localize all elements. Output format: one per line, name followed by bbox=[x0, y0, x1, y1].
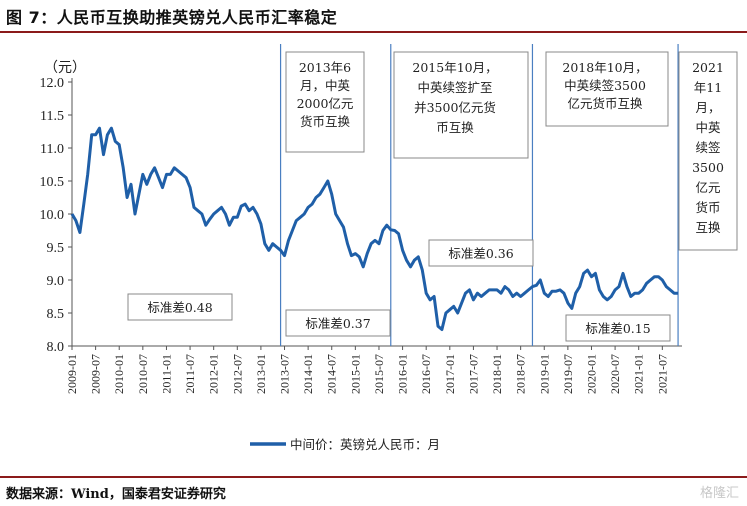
std-frame bbox=[565, 314, 671, 342]
std-text: 标准差0.37 bbox=[305, 316, 370, 331]
x-tick-label: 2014-01 bbox=[301, 354, 315, 394]
annotation-box: 2021 年11 月， 中英续签 3500 亿元货币互换 bbox=[678, 51, 738, 251]
x-tick-label: 2011-07 bbox=[183, 354, 197, 394]
std-frame bbox=[428, 239, 534, 267]
annotation-text: 互换 bbox=[695, 220, 721, 235]
annotation-text: 货币互换 bbox=[300, 114, 351, 129]
annotation-text: 2018年10月， bbox=[562, 60, 647, 75]
y-tick-label: 8.5 bbox=[47, 307, 65, 322]
annotation-text: 中英续签3500 bbox=[564, 78, 646, 93]
x-tick-label: 2011-01 bbox=[159, 354, 173, 394]
x-tick-label: 2009-07 bbox=[89, 354, 103, 394]
annotation-text: 3500 bbox=[692, 160, 724, 175]
source-note: 数据来源：Wind，国泰君安证券研究 bbox=[6, 487, 226, 502]
std-frame bbox=[127, 293, 233, 321]
y-tick-label: 11.5 bbox=[40, 109, 64, 124]
annotation-text: 月， bbox=[695, 100, 720, 115]
annotation-box: 2018年10月， 中英续签3500 亿元货币互换 bbox=[545, 51, 669, 127]
x-tick-label: 2012-01 bbox=[207, 354, 221, 394]
std-label: 标准差0.36 bbox=[428, 239, 534, 267]
x-tick-label: 2017-07 bbox=[466, 354, 480, 394]
y-tick-label: 10.0 bbox=[40, 208, 65, 223]
y-tick-label: 10.5 bbox=[40, 175, 65, 190]
annotation-text: 并3500亿元货 bbox=[414, 100, 496, 115]
x-tick-label: 2021-01 bbox=[632, 354, 646, 394]
x-tick-label: 2015-01 bbox=[348, 354, 362, 394]
annotation-text: 2015年10月， bbox=[412, 60, 497, 75]
std-label: 标准差0.48 bbox=[127, 293, 233, 321]
annotation-text: 续签 bbox=[695, 140, 721, 155]
legend: 中间价：英镑兑人民币：月 bbox=[250, 437, 440, 452]
x-tick-label: 2013-01 bbox=[254, 354, 268, 394]
annotation-text: 2021 bbox=[692, 60, 724, 75]
figure-title: 图 7：人民币互换助推英镑兑人民币汇率稳定 bbox=[6, 8, 338, 27]
std-text: 标准差0.36 bbox=[448, 246, 513, 261]
y-tick-label: 8.0 bbox=[47, 340, 65, 355]
y-tick-label: 12.0 bbox=[40, 76, 65, 91]
x-tick-label: 2019-07 bbox=[561, 354, 575, 394]
x-tick-label: 2016-01 bbox=[396, 354, 410, 394]
series-layer bbox=[70, 126, 679, 331]
std-text: 标准差0.48 bbox=[147, 300, 212, 315]
annotation-frame bbox=[285, 51, 365, 153]
x-tick-label: 2014-07 bbox=[325, 354, 339, 394]
x-tick-label: 2010-07 bbox=[136, 354, 150, 394]
x-tick-label: 2018-01 bbox=[490, 354, 504, 394]
annotation-text: 中英续签扩至 bbox=[417, 80, 492, 95]
annotation-frame bbox=[545, 51, 669, 127]
annotation-text: 年11 bbox=[694, 80, 722, 95]
annotation-frame bbox=[393, 51, 529, 159]
annotation-text: 亿元货币互换 bbox=[567, 96, 643, 111]
title-rule bbox=[0, 31, 747, 33]
std-frame bbox=[285, 309, 391, 337]
annotation-text: 2000亿元 bbox=[297, 96, 354, 111]
annotation-text: 币互换 bbox=[436, 120, 474, 135]
annotation-text: 中英 bbox=[695, 120, 721, 135]
chart: （元）12.011.511.010.510.09.59.08.58.02009-… bbox=[40, 44, 738, 452]
annotation-layer: 2013年6月，中英2000亿元货币互换2015年10月，中英续签扩至并3500… bbox=[127, 51, 738, 342]
x-tick-label: 2012-07 bbox=[230, 354, 244, 394]
x-tick-label: 2009-01 bbox=[65, 354, 79, 394]
std-label: 标准差0.37 bbox=[285, 309, 391, 337]
annotation-text: 月，中英 bbox=[300, 78, 351, 93]
y-tick-label: 9.0 bbox=[47, 274, 65, 289]
x-tick-label: 2021-07 bbox=[655, 354, 669, 394]
y-tick-label: 11.0 bbox=[40, 142, 64, 157]
y-tick-label: 9.5 bbox=[47, 241, 65, 256]
std-text: 标准差0.15 bbox=[585, 321, 650, 336]
x-tick-label: 2010-01 bbox=[112, 354, 126, 394]
axes-layer: （元）12.011.511.010.510.09.59.08.58.02009-… bbox=[40, 60, 682, 394]
source-rule bbox=[0, 476, 747, 478]
legend-label: 中间价：英镑兑人民币：月 bbox=[290, 437, 440, 452]
x-tick-label: 2015-07 bbox=[372, 354, 386, 394]
annotation-text: 货币 bbox=[695, 200, 720, 215]
x-tick-label: 2019-01 bbox=[537, 354, 551, 394]
watermark: 格隆汇 bbox=[699, 486, 739, 501]
x-tick-label: 2018-07 bbox=[514, 354, 528, 394]
x-tick-label: 2020-07 bbox=[608, 354, 622, 394]
annotation-text: 2013年6 bbox=[299, 60, 351, 75]
series-line bbox=[70, 126, 679, 331]
annotation-frame bbox=[678, 51, 738, 251]
x-tick-label: 2017-01 bbox=[443, 354, 457, 394]
y-axis-label: （元） bbox=[44, 60, 86, 76]
x-tick-label: 2013-07 bbox=[278, 354, 292, 394]
x-tick-label: 2016-07 bbox=[419, 354, 433, 394]
x-tick-label: 2020-01 bbox=[584, 354, 598, 394]
annotation-text: 亿元 bbox=[695, 180, 720, 195]
std-label: 标准差0.15 bbox=[565, 314, 671, 342]
event-lines bbox=[279, 44, 679, 346]
